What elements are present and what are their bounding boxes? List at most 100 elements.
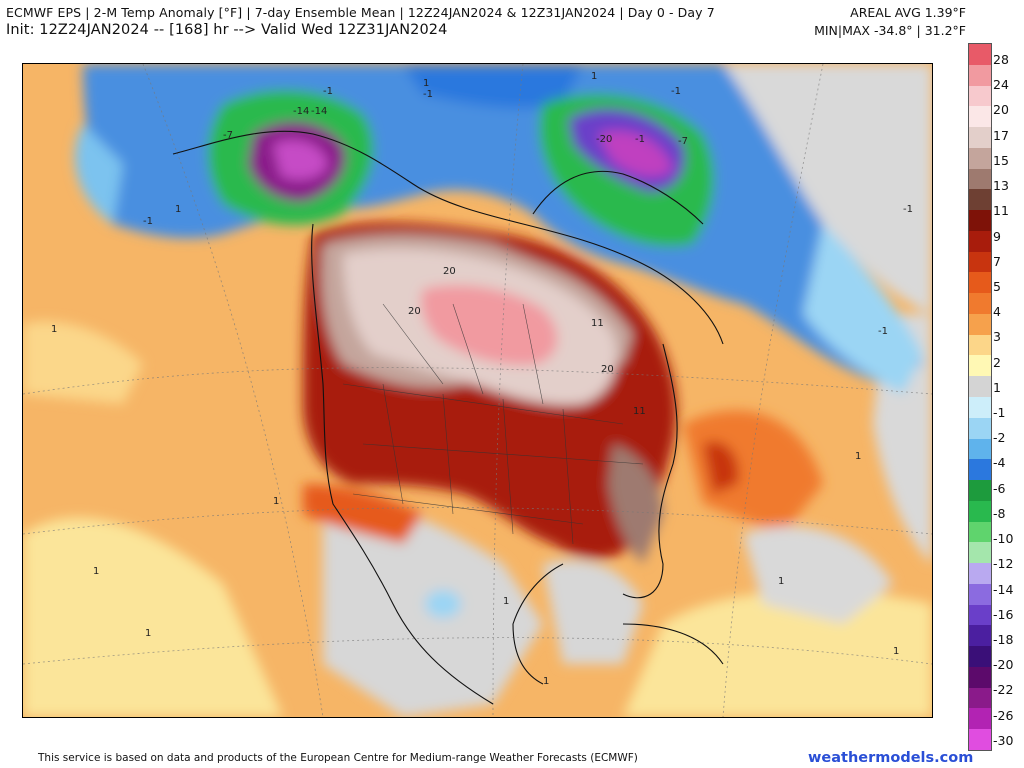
- contour-label: -1: [878, 326, 888, 337]
- colorbar-swatch: [969, 646, 991, 668]
- brand-link[interactable]: weathermodels.com: [808, 750, 974, 766]
- colorbar-swatch: [969, 708, 991, 730]
- colorbar-swatch: [969, 604, 991, 626]
- colorbar-swatch: [969, 729, 991, 751]
- colorbar-label: -8: [993, 505, 1006, 521]
- colorbar-label: -12: [993, 556, 1014, 572]
- min-max-values: MIN|MAX -34.8° | 31.2°F: [814, 23, 966, 38]
- political-borders: [342, 303, 644, 545]
- colorbar-swatch: [969, 397, 991, 419]
- contour-label: -20: [596, 134, 612, 145]
- contour-label: 1: [503, 596, 509, 607]
- colorbar-swatch: [969, 168, 991, 190]
- contour-label: 1: [423, 78, 429, 89]
- colorbar-label: 28: [993, 52, 1009, 67]
- colorbar-swatch: [969, 230, 991, 253]
- colorbar-label: -20: [993, 657, 1014, 673]
- colorbar-swatch: [969, 625, 991, 647]
- temperature-anomaly-map: 20 20 20 11 11 -14 -14 -20 -7 -7 -1 -1 -1 -1 -1 -1 -1 1 1 1…: [22, 63, 933, 718]
- contour-label: 1: [543, 676, 549, 687]
- colorbar-swatch: [969, 272, 991, 294]
- colorbar-label: 4: [993, 304, 1001, 320]
- contour-label: 1: [51, 324, 57, 335]
- contour-label: 1: [273, 496, 279, 507]
- colorbar-swatch: [969, 127, 991, 149]
- contour-label: 1: [778, 576, 784, 587]
- colorbar-swatch: [969, 313, 991, 336]
- colorbar-label: 15: [993, 152, 1009, 168]
- contour-label: -1: [143, 216, 153, 227]
- graticule-lines: [23, 64, 932, 717]
- contour-label: -1: [323, 86, 333, 97]
- colorbar-label: 13: [993, 178, 1009, 194]
- colorbar-swatch: [969, 687, 991, 709]
- contour-label: -7: [223, 130, 233, 141]
- colorbar-label: -10: [993, 531, 1014, 547]
- colorbar-label: 3: [993, 329, 1001, 345]
- colorbar-swatch: [969, 189, 991, 211]
- colorbar-swatch: [969, 64, 991, 86]
- colorbar-label: -18: [993, 631, 1014, 647]
- contour-label: 1: [591, 71, 597, 82]
- colorbar-label: 20: [993, 102, 1009, 118]
- contour-label: -14: [311, 106, 327, 117]
- colorbar-swatch: [969, 480, 991, 502]
- colorbar-label: -2: [993, 430, 1006, 446]
- contour-label: -1: [423, 89, 433, 100]
- contour-label: 20: [443, 266, 456, 277]
- colorbar-label: -16: [993, 606, 1014, 622]
- contour-label: -7: [678, 136, 688, 147]
- colorbar-label: 5: [993, 278, 1001, 294]
- contour-label: 1: [175, 204, 181, 215]
- contour-label: -1: [903, 204, 913, 215]
- contour-label: -14: [293, 106, 309, 117]
- colorbar-swatch: [969, 85, 991, 107]
- areal-average: AREAL AVG 1.39°F: [850, 5, 966, 20]
- colorbar-label: 9: [993, 228, 1001, 244]
- colorbar-swatch: [969, 334, 991, 356]
- colorbar-swatch: [969, 251, 991, 273]
- contour-label: -1: [671, 86, 681, 97]
- colorbar-swatch: [969, 666, 991, 689]
- map-title: ECMWF EPS | 2-M Temp Anomaly [°F] | 7-da…: [6, 5, 715, 20]
- colorbar-label: -26: [993, 707, 1014, 723]
- colorbar-label: 17: [993, 127, 1009, 143]
- colorbar: [968, 43, 992, 751]
- colorbar-swatch: [969, 459, 991, 481]
- contour-label: 20: [408, 306, 421, 317]
- contour-label: 1: [893, 646, 899, 657]
- colorbar-swatch: [969, 417, 991, 439]
- colorbar-swatch: [969, 438, 991, 460]
- colorbar-swatch: [969, 293, 991, 315]
- colorbar-label: -6: [993, 480, 1006, 496]
- contour-label: 1: [855, 451, 861, 462]
- colorbar-swatch: [969, 147, 991, 170]
- contour-label: 11: [591, 318, 604, 329]
- colorbar-swatch: [969, 376, 991, 398]
- contour-label: 20: [601, 364, 614, 375]
- colorbar-label: -30: [993, 732, 1014, 748]
- colorbar-swatch: [969, 542, 991, 564]
- colorbar-swatch: [969, 583, 991, 606]
- colorbar-swatch: [969, 355, 991, 377]
- colorbar-label: -1: [993, 405, 1006, 420]
- colorbar-swatch: [969, 500, 991, 523]
- colorbar-swatch: [969, 44, 991, 66]
- ecmwf-disclaimer: This service is based on data and produc…: [38, 752, 638, 764]
- colorbar-swatch: [969, 521, 991, 543]
- colorbar-swatch: [969, 106, 991, 128]
- colorbar-swatch: [969, 210, 991, 232]
- colorbar-label: 11: [993, 203, 1009, 219]
- colorbar-label: -14: [993, 581, 1014, 597]
- colorbar-label: 1: [993, 379, 1001, 395]
- contour-label: 11: [633, 406, 646, 417]
- contour-label: 1: [145, 628, 151, 639]
- colorbar-label: 7: [993, 253, 1001, 269]
- colorbar-label: -22: [993, 682, 1014, 698]
- colorbar-label: 2: [993, 354, 1001, 370]
- contour-label: 1: [93, 566, 99, 577]
- colorbar-label: 24: [993, 77, 1009, 93]
- colorbar-swatch: [969, 563, 991, 585]
- colorbar-label: -4: [993, 455, 1006, 471]
- contour-label: -1: [635, 134, 645, 145]
